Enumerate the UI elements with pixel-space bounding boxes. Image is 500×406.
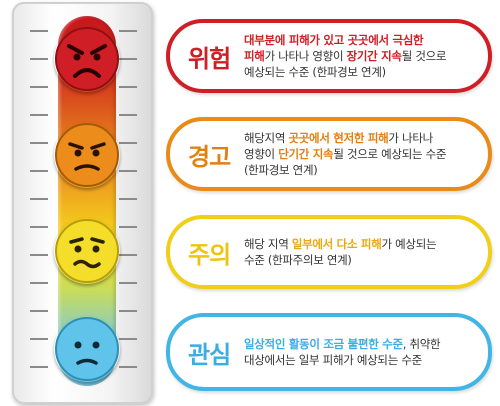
tick-mark — [30, 366, 48, 368]
tick-mark — [30, 198, 48, 200]
tick-mark — [119, 170, 137, 172]
tick-mark — [119, 310, 137, 312]
highlight-text: 대부분에 피해가 있고 곳곳에서 극심한 — [244, 33, 424, 47]
level-label: 관심 — [188, 340, 231, 369]
tick-mark — [30, 310, 48, 312]
highlight-text: 피해 — [244, 49, 265, 63]
tick-mark — [119, 86, 137, 88]
tick-mark — [119, 58, 137, 60]
tick-mark — [30, 254, 48, 256]
level-label: 주의 — [188, 240, 231, 269]
tick-mark — [119, 30, 137, 32]
tick-mark — [30, 30, 48, 32]
thermometer — [12, 2, 153, 404]
tick-mark — [119, 366, 137, 368]
description-text: 해당 지역 — [244, 237, 292, 251]
level-card-warning: 경고 해당지역 곳곳에서 현저한 피해가 나타나 영향이 단기간 지속될 것으로… — [166, 117, 492, 191]
level-card-interest: 관심 일상적인 활동이 조금 불편한 수준, 취약한 대상에서는 일부 피해가 … — [166, 313, 492, 391]
highlight-text: 단기간 지속 — [278, 147, 334, 161]
highlight-text: 장기간 지속 — [346, 49, 402, 63]
description-text: 대상에서는 일부 피해가 예상되는 수준 — [244, 353, 422, 367]
angry-face-icon — [54, 26, 120, 92]
tick-mark — [30, 58, 48, 60]
description-text: 가 예상되는 — [381, 237, 437, 251]
level-description: 해당지역 곳곳에서 현저한 피해가 나타나 영향이 단기간 지속될 것으로 예상… — [244, 121, 482, 187]
tick-mark — [119, 254, 137, 256]
tick-mark — [30, 282, 48, 284]
tick-mark — [30, 338, 48, 340]
tick-mark — [119, 226, 137, 228]
highlight-text: 일부에서 다소 피해 — [291, 237, 382, 251]
description-text: 될 것으로 — [401, 49, 447, 63]
description-text: 가 나타나 — [388, 131, 433, 145]
tick-mark — [119, 282, 137, 284]
annoyed-face-icon — [54, 122, 120, 188]
level-description: 대부분에 피해가 있고 곳곳에서 극심한 피해가 나타나 영향이 장기간 지속될… — [244, 23, 482, 89]
highlight-text: 일상적인 활동이 조금 불편한 수준 — [244, 337, 403, 351]
level-card-caution: 주의 해당 지역 일부에서 다소 피해가 예상되는 수준 (한파주의보 연계) — [166, 215, 492, 289]
description-text: (한파경보 연계) — [244, 163, 318, 177]
level-description: 일상적인 활동이 조금 불편한 수준, 취약한 대상에서는 일부 피해가 예상되… — [244, 317, 482, 387]
description-text: , 취약한 — [402, 337, 441, 351]
tick-mark — [119, 198, 137, 200]
description-text: 수준 (한파주의보 연계) — [244, 253, 352, 267]
description-text: 예상되는 수준 (한파경보 연계) — [244, 65, 386, 79]
tick-mark — [119, 338, 137, 340]
tick-mark — [119, 142, 137, 144]
description-text: 가 나타나 영향이 — [264, 49, 347, 63]
description-text: 영향이 — [244, 147, 279, 161]
level-card-danger: 위험 대부분에 피해가 있고 곳곳에서 극심한 피해가 나타나 영향이 장기간 … — [166, 19, 492, 93]
tick-mark — [30, 226, 48, 228]
level-description: 해당 지역 일부에서 다소 피해가 예상되는 수준 (한파주의보 연계) — [244, 219, 482, 285]
level-label: 경고 — [188, 142, 231, 171]
tick-mark — [30, 86, 48, 88]
tick-mark — [30, 170, 48, 172]
tick-mark — [30, 114, 48, 116]
tick-mark — [30, 142, 48, 144]
worried-face-icon — [54, 218, 120, 284]
description-text: 해당지역 — [244, 131, 289, 145]
level-label: 위험 — [188, 44, 231, 73]
tick-mark — [119, 114, 137, 116]
description-text: 될 것으로 예상되는 수준 — [333, 147, 447, 161]
highlight-text: 곳곳에서 현저한 피해 — [288, 131, 389, 145]
sad-face-icon — [54, 316, 120, 382]
